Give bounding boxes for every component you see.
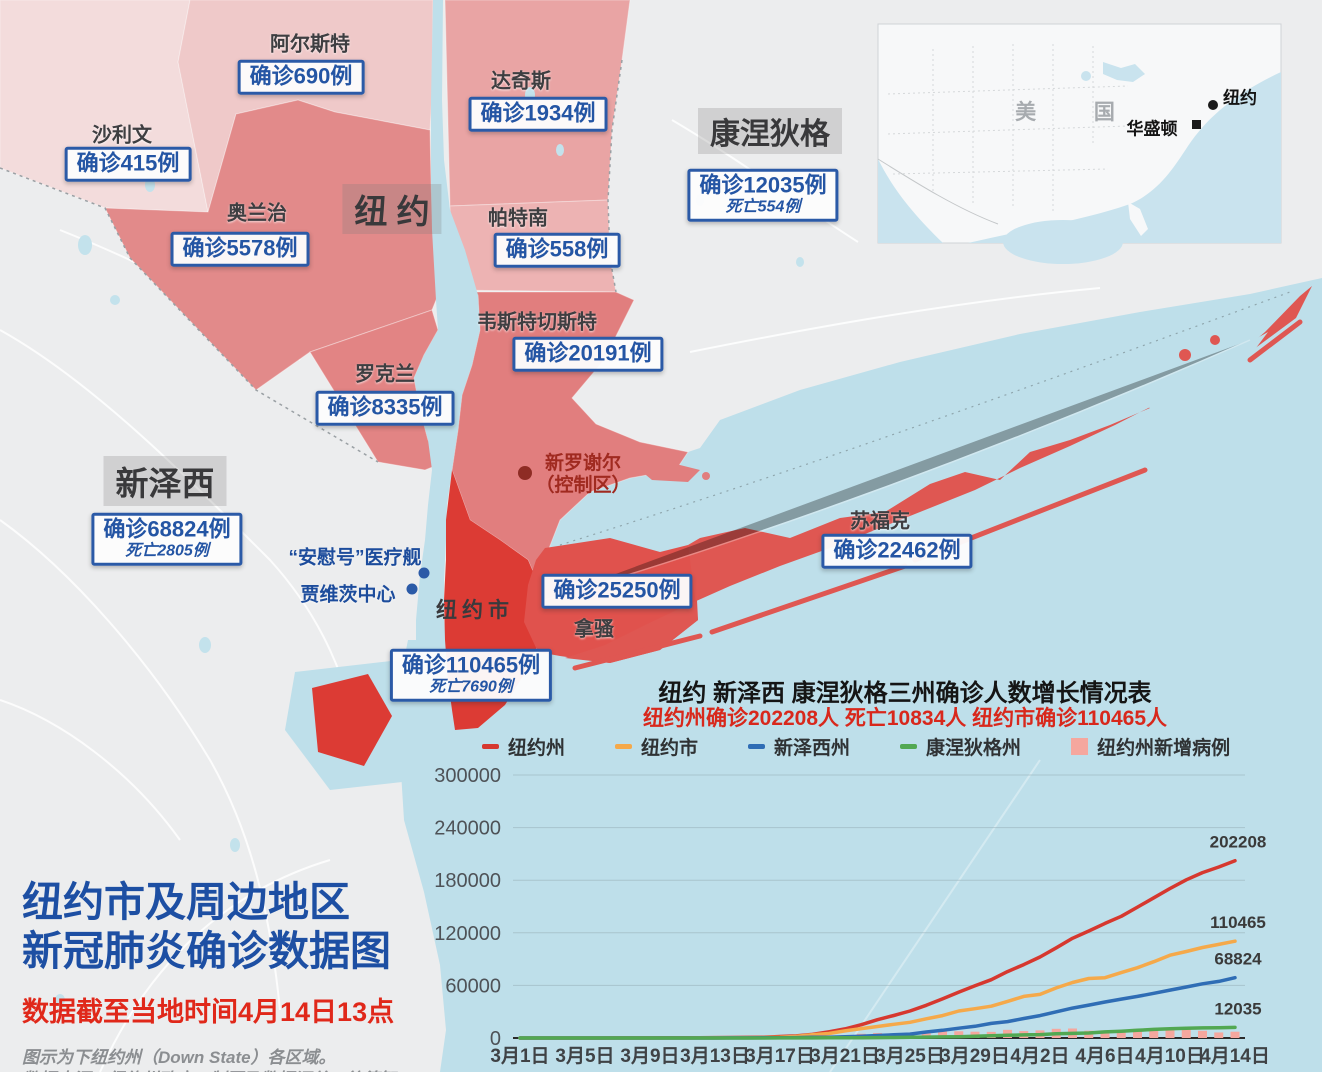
inset-country-label: 美 国 [1015,101,1141,124]
info-caption-scope: 图示为下纽约州（Down State）各区域。 [22,1048,336,1068]
ulster-cases-box: 确诊690例 [237,59,365,95]
ulster-name: 阿尔斯特 [270,33,350,56]
info-title-line2: 新冠肺炎确诊数据图 [22,928,391,975]
florida-peninsula [1128,202,1148,236]
sullivan-cases-box: 确诊415例 [64,146,192,182]
new-rochelle-dot [518,466,532,480]
javits-center-label: 贾维茨中心 [300,584,396,606]
westchester-shore [640,462,700,482]
lakes [55,87,804,1006]
nyc-cases-box: 确诊110465例 死亡7690例 [389,648,553,702]
atlantic-ocean [968,72,1281,243]
legend-item: 康涅狄格州 [900,733,1021,760]
legend-line-swatch [900,744,918,749]
chart-title: 纽约 新泽西 康涅狄格三州确诊人数增长情况表 [658,680,1152,707]
legend-item: 纽约州新增病例 [1071,733,1230,760]
ct-deaths: 死亡554例 [725,198,801,216]
nassau-name: 拿骚 [574,618,614,641]
westchester-name: 韦斯特切斯特 [477,311,597,334]
ny-state-title: 纽 约 [342,184,442,234]
legend-label: 纽约市 [641,738,699,759]
nj-cases-box: 确诊68824例 死亡2805例 [91,512,243,566]
legend-label: 纽约州 [508,738,566,759]
nyc-marker-dot [1208,100,1218,110]
nj-cases: 确诊68824例 [103,516,231,542]
pacific-ocean [878,159,943,243]
region-suffolk [565,286,1312,663]
dc-marker-square [1192,120,1201,129]
gulf-of-mexico [1003,220,1123,264]
comfort-ship-label: “安慰号”医疗舰 [288,547,422,569]
suffolk-cases-box: 确诊22462例 [821,533,973,569]
dutchess-cases-box: 确诊1934例 [468,96,608,132]
legend-bar-swatch [1071,738,1089,755]
info-title-line1: 纽约市及周边地区 [22,879,350,925]
javits-center-dot [406,583,418,595]
legend-line-swatch [748,744,766,749]
li-road [544,339,1251,601]
ct-state-title: 康涅狄格 [698,108,842,154]
legend-line-swatch [615,744,633,749]
info-caption-source: 数据来源：纽约州政府，制图及数据汇总：徐德智 [22,1069,396,1072]
suffolk-name: 苏福克 [850,510,910,533]
state-borders [0,59,623,463]
chart-legend: 纽约州 纽约市 新泽西州 康涅狄格州 纽约州新增病例 [482,733,1262,760]
legend-label: 康涅狄格州 [926,738,1022,759]
shore-islet [702,472,710,480]
hudson-river [414,0,480,735]
chart-subtitle: 纽约州确诊202208人 死亡10834人 纽约市确诊110465人 [642,707,1168,730]
info-block: 纽约市及周边地区 新冠肺炎确诊数据图 数据截至当地时间4月14日13点 图示为下… [22,878,396,1072]
nyc-map-label: 纽约市 [436,599,514,622]
inset-ny-label: 纽约 [1223,88,1257,108]
legend-label: 纽约州新增病例 [1097,738,1231,759]
dutchess-name: 达奇斯 [491,70,551,93]
legend-item: 纽约州 [482,733,565,760]
mexico-border [877,158,999,225]
legend-line-swatch [482,744,499,749]
orange-cases-box: 确诊5578例 [170,231,310,267]
great-lake-blob [1081,71,1091,81]
nj-state-title: 新泽西 [103,456,227,506]
great-lakes [1103,62,1145,82]
info-data-cutoff-note: 数据截至当地时间4月14日13点 [22,997,395,1028]
north-fork-islet [1210,335,1220,345]
rockland-name: 罗克兰 [355,363,415,386]
westchester-cases-box: 确诊20191例 [512,336,664,372]
new-rochelle-line2: （控制区） [535,475,631,496]
comfort-ship-dot [418,567,430,579]
nyc-deaths: 死亡7690例 [429,678,513,696]
shelter-island [1179,349,1191,361]
region-staten-island [312,674,392,766]
legend-item: 新泽西州 [748,733,850,760]
peconic-bay [1135,332,1268,412]
rockland-cases-box: 确诊8335例 [315,390,455,426]
us-inset-map [877,23,1282,264]
nyc-cases: 确诊110465例 [401,652,541,678]
legend-item: 纽约市 [615,733,698,760]
nj-deaths: 死亡2805例 [125,542,209,560]
putnam-name: 帕特南 [488,207,548,230]
ct-cases-box: 确诊12035例 死亡554例 [687,168,839,222]
putnam-cases-box: 确诊558例 [493,232,621,268]
sullivan-name: 沙利文 [92,124,152,147]
new-rochelle-line1: 新罗谢尔 [544,453,622,475]
inset-dc-label: 华盛顿 [1126,119,1178,139]
inset-state-lines [887,44,1129,214]
ct-cases: 确诊12035例 [699,172,827,198]
new-rochelle-note: 新罗谢尔 （控制区） [535,453,630,497]
orange-name: 奥兰治 [227,202,287,225]
legend-label: 新泽西州 [774,738,851,759]
nassau-cases-box: 确诊25250例 [541,573,693,609]
